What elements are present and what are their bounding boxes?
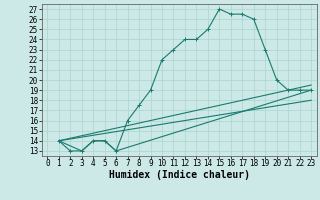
X-axis label: Humidex (Indice chaleur): Humidex (Indice chaleur) [109,170,250,180]
